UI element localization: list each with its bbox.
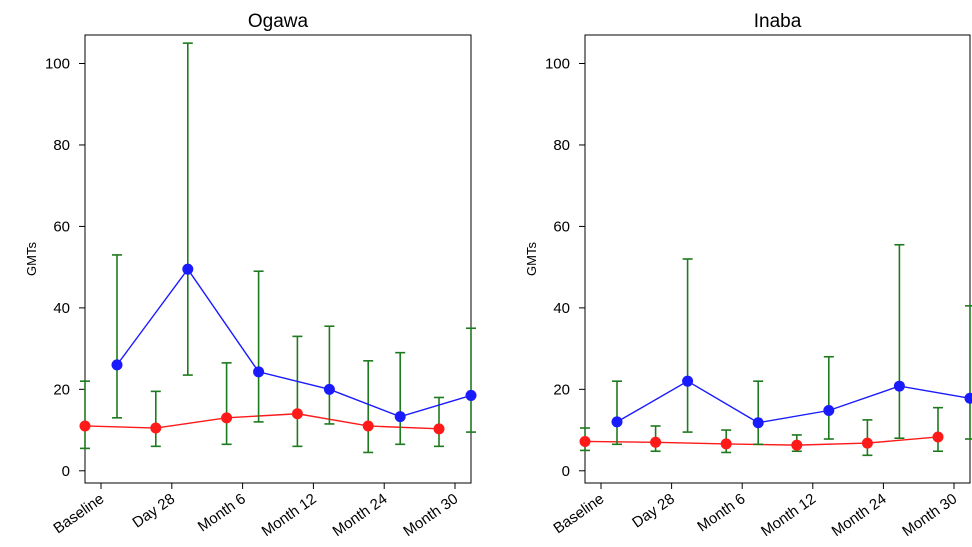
data-point [894, 381, 905, 392]
data-point [395, 411, 406, 422]
data-point [650, 437, 661, 448]
data-point [721, 438, 732, 449]
data-point [324, 384, 335, 395]
data-point [363, 420, 374, 431]
data-point [112, 359, 123, 370]
y-tick-label: 20 [53, 381, 70, 398]
data-point [466, 390, 477, 401]
y-tick-label: 60 [53, 218, 70, 235]
data-point [823, 405, 834, 416]
data-point [182, 264, 193, 275]
data-point [80, 420, 91, 431]
y-tick-label: 0 [562, 463, 570, 480]
data-point [791, 440, 802, 451]
y-tick-label: 60 [553, 218, 570, 235]
chart-panel-1: Inaba GMTs 0 20 40 60 80 100 Baseline Day 28 Month… [524, 11, 972, 540]
data-point [221, 412, 232, 423]
y-tick-label: 100 [545, 56, 570, 73]
data-point [580, 436, 591, 447]
y-tick-label: 40 [553, 300, 570, 317]
x-tick-label: Month 12 [758, 490, 819, 540]
data-point [434, 423, 445, 434]
data-point [253, 366, 264, 377]
data-point [753, 417, 764, 428]
x-tick-label: Month 6 [195, 490, 249, 535]
data-point [612, 416, 623, 427]
y-tick-label: 20 [553, 381, 570, 398]
x-tick-label: Month 12 [259, 490, 320, 540]
y-tick-label: 80 [53, 137, 70, 154]
data-point [150, 423, 161, 434]
chart-title: Ogawa [248, 11, 309, 32]
plot-frame [85, 35, 471, 483]
y-tick-label: 0 [62, 463, 70, 480]
x-tick-label: Day 28 [629, 490, 678, 531]
x-tick-label: Baseline [50, 490, 107, 537]
data-point [933, 431, 944, 442]
y-axis-label: GMTs [524, 242, 539, 276]
x-tick-label: Month 24 [330, 490, 391, 540]
data-point [292, 408, 303, 419]
x-tick-label: Month 30 [400, 490, 461, 540]
plot-frame [585, 35, 970, 483]
chart-title: Inaba [754, 11, 802, 32]
y-tick-label: 100 [45, 56, 70, 73]
data-point [682, 376, 693, 387]
y-axis-label: GMTs [24, 242, 39, 276]
x-tick-label: Month 30 [899, 490, 960, 540]
x-tick-label: Month 24 [829, 490, 890, 540]
x-tick-label: Baseline [550, 490, 607, 537]
y-tick-label: 80 [553, 137, 570, 154]
series-line-1 [617, 381, 970, 423]
x-tick-label: Month 6 [694, 490, 748, 535]
y-tick-label: 40 [53, 300, 70, 317]
data-point [965, 393, 972, 404]
series-line-1 [117, 269, 471, 416]
data-point [862, 438, 873, 449]
chart-panel-0: Ogawa GMTs 0 20 40 60 80 100 Baseline Day 28 Month… [24, 11, 477, 540]
x-tick-label: Day 28 [129, 490, 178, 531]
